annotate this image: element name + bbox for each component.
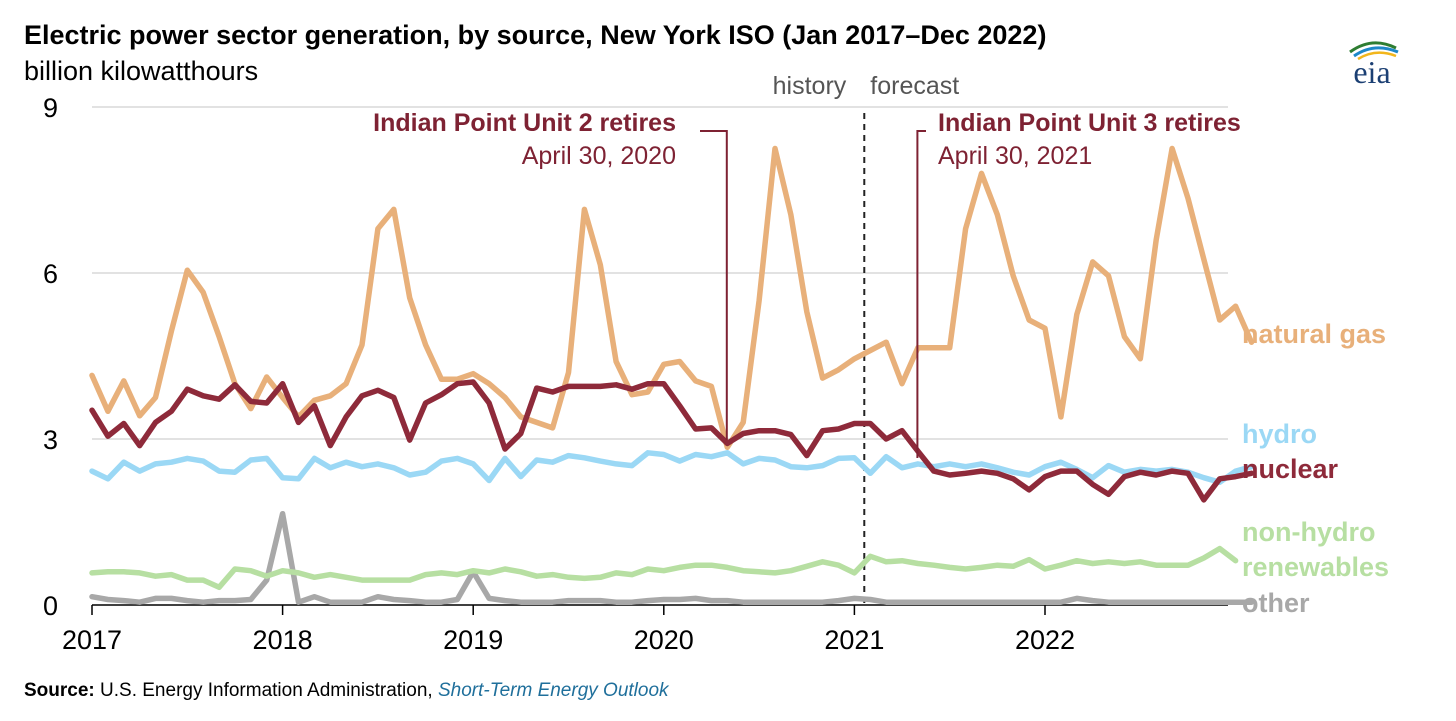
y-tick-label: 3 — [43, 425, 58, 455]
chart-subtitle: billion kilowatthours — [24, 56, 259, 86]
y-tick-label: 0 — [43, 591, 58, 621]
x-tick-label: 2021 — [824, 625, 884, 655]
annotation-title: Indian Point Unit 3 retires — [938, 109, 1241, 137]
eia-logo-icon: eia — [1349, 41, 1399, 90]
chart-title: Electric power sector generation, by sou… — [24, 20, 1047, 50]
history-label: history — [773, 72, 847, 100]
series-label-non-hydro: non-hydro — [1242, 517, 1375, 547]
x-tick-label: 2019 — [443, 625, 503, 655]
annotation-leader-line — [916, 130, 926, 458]
series-label-nuclear: nuclear — [1242, 454, 1339, 484]
series-line-nuclear — [89, 379, 1255, 503]
source-label: Source: — [24, 680, 95, 701]
y-tick-label: 6 — [43, 259, 58, 289]
source-link[interactable]: Short-Term Energy Outlook — [437, 680, 669, 701]
x-tick-label: 2017 — [62, 625, 122, 655]
series-line-non-hydro — [89, 545, 1239, 591]
series-label-hydro: hydro — [1242, 419, 1317, 449]
annotation-date: April 30, 2020 — [522, 142, 676, 170]
annotation-leader-line — [700, 130, 728, 440]
series-line-other — [89, 510, 1255, 605]
y-tick-label: 9 — [43, 93, 58, 123]
forecast-label: forecast — [870, 72, 959, 100]
series-line-hydro — [89, 450, 1255, 485]
series-label-other: other — [1242, 588, 1310, 618]
annotation-title: Indian Point Unit 2 retires — [373, 109, 676, 137]
series-line-natural-gas — [89, 145, 1255, 451]
source-note: Source: U.S. Energy Information Administ… — [24, 680, 669, 702]
x-tick-label: 2018 — [253, 625, 313, 655]
source-text: U.S. Energy Information Administration, — [100, 680, 433, 701]
annotation-date: April 30, 2021 — [938, 142, 1092, 170]
series-label-non-hydro: renewables — [1242, 552, 1389, 582]
eia-logo-text: eia — [1353, 54, 1390, 90]
x-tick-label: 2022 — [1015, 625, 1075, 655]
x-tick-label: 2020 — [634, 625, 694, 655]
series-label-natural-gas: natural gas — [1242, 319, 1386, 349]
